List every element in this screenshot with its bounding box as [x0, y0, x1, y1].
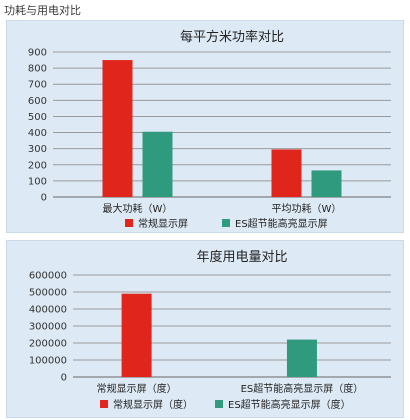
y-tick-label: 700 [28, 80, 47, 91]
x-category-label: ES超节能高亮显示屏（度） [241, 382, 364, 395]
bar [311, 170, 342, 197]
legend-swatch [215, 400, 223, 408]
y-tick-label: 100 [28, 176, 47, 187]
y-tick-label: 100000 [29, 356, 67, 367]
legend-label: 常规显示屏（度） [113, 398, 193, 411]
y-tick-label: 300000 [29, 322, 67, 333]
y-tick-label: 500 [28, 112, 47, 123]
legend-swatch [100, 400, 108, 408]
bar [271, 149, 302, 197]
page-title: 功耗与用电对比 [4, 4, 81, 17]
bar [121, 293, 152, 377]
y-tick-label: 600000 [29, 271, 67, 282]
y-tick-label: 0 [61, 373, 67, 384]
y-tick-label: 400000 [29, 305, 67, 316]
legend-label: ES超节能高亮显示屏（度） [228, 398, 351, 411]
y-tick-label: 800 [28, 64, 47, 75]
chart-title: 每平方米功率对比 [180, 29, 284, 45]
chart-title: 年度用电量对比 [196, 249, 287, 265]
legend-label: ES超节能高亮显示屏 [235, 217, 328, 230]
bar [286, 339, 317, 377]
y-tick-label: 500000 [29, 288, 67, 299]
y-tick-label: 200 [28, 160, 47, 171]
y-tick-label: 300 [28, 144, 47, 155]
x-category-label: 平均功耗（W） [272, 203, 342, 215]
bar [142, 131, 173, 197]
y-tick-label: 0 [41, 193, 47, 204]
legend-label: 常规显示屏 [138, 217, 188, 230]
legend-swatch [125, 219, 133, 227]
energy-chart-panel: 年度用电量对比 600000 500000 400000 300000 200000 100… [6, 240, 404, 418]
y-tick-label: 400 [28, 128, 47, 139]
y-tick-label: 200000 [29, 339, 67, 350]
legend-swatch [222, 219, 230, 227]
x-category-label: 常规显示屏（度） [97, 382, 177, 395]
y-tick-label: 900 [28, 48, 47, 59]
y-tick-label: 600 [28, 96, 47, 107]
x-category-label: 最大功耗（W） [103, 202, 173, 215]
power-chart: 每平方米功率对比 900 800 700 600 500 400 300 200 100 0 最大功耗… [28, 29, 391, 230]
power-chart-panel: 每平方米功率对比 900 800 700 600 500 400 300 200 100 0 最大功耗… [6, 20, 404, 233]
bar [102, 60, 133, 197]
energy-chart: 年度用电量对比 600000 500000 400000 300000 200000 100… [29, 249, 391, 411]
